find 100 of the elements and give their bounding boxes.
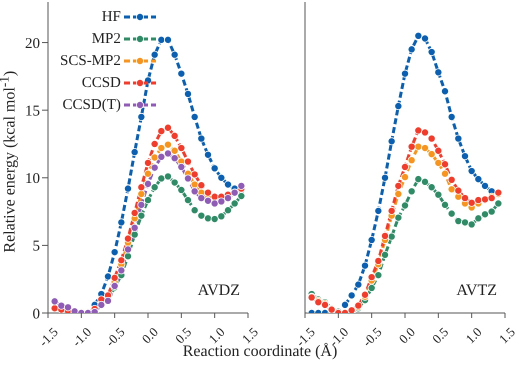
point (421, 34, 429, 43)
point (210, 215, 219, 224)
point (368, 284, 376, 292)
point (468, 167, 476, 176)
point (230, 199, 239, 208)
point (388, 206, 396, 215)
x-tick-label: 0.5 (429, 324, 452, 346)
point (150, 50, 159, 59)
point (190, 112, 199, 121)
y-tick-label: 0 (32, 306, 40, 322)
point (414, 32, 422, 40)
point (428, 48, 436, 56)
point (124, 245, 132, 254)
point (117, 266, 126, 274)
y-tick-label: 10 (25, 171, 40, 188)
point (184, 90, 192, 98)
point (401, 70, 409, 78)
point (224, 206, 232, 214)
point (448, 185, 456, 194)
point (401, 162, 409, 171)
point (144, 196, 152, 204)
point (204, 150, 212, 159)
point (441, 200, 449, 209)
point (354, 280, 362, 289)
point (428, 150, 436, 158)
point (137, 200, 146, 209)
point (170, 178, 179, 187)
point (124, 184, 132, 193)
point (177, 162, 186, 171)
point (137, 212, 146, 220)
x-tick-label: 1.5 (496, 324, 518, 346)
point (448, 176, 456, 184)
point (414, 126, 422, 134)
point (368, 236, 376, 244)
point (184, 174, 192, 182)
point (428, 183, 436, 192)
point (197, 212, 206, 220)
annotation: AVTZ (456, 282, 497, 300)
point (50, 297, 59, 306)
y-tick-label: 20 (25, 36, 40, 52)
point (461, 194, 469, 202)
point (394, 190, 402, 198)
point (57, 302, 66, 310)
point (164, 149, 172, 158)
point (190, 187, 199, 196)
point (204, 188, 212, 197)
point (177, 70, 186, 78)
point (474, 214, 482, 222)
point (341, 300, 349, 309)
x-tick-label: -0.5 (359, 324, 385, 350)
point (454, 217, 462, 226)
point (388, 137, 396, 146)
point (170, 50, 179, 59)
point (177, 186, 186, 194)
point (421, 144, 429, 152)
x-tick-label: 1.0 (462, 324, 485, 346)
point (434, 158, 442, 167)
point (421, 178, 429, 186)
point (381, 232, 389, 240)
point (104, 272, 112, 280)
x-tick-label: 0.0 (138, 324, 161, 346)
point (144, 180, 152, 188)
point (381, 174, 389, 182)
x-tick-label: 0.0 (396, 324, 418, 346)
point (137, 190, 146, 198)
point (117, 256, 126, 264)
point (204, 214, 212, 222)
point (157, 127, 166, 136)
point (184, 158, 192, 166)
legend-label: CCSD(T) (62, 96, 121, 114)
point (428, 134, 436, 143)
legend-label: CCSD (82, 74, 121, 92)
x-tick-label: -1.0 (69, 324, 94, 350)
point (381, 250, 389, 259)
point (157, 174, 166, 182)
point (124, 234, 132, 243)
point (441, 87, 449, 96)
point (190, 206, 199, 214)
point (401, 173, 409, 182)
point (368, 273, 376, 282)
point (197, 181, 206, 190)
annotation: AVDZ (198, 282, 240, 300)
point (177, 144, 186, 152)
point (150, 164, 159, 172)
point (110, 248, 119, 256)
point (361, 262, 369, 270)
point (348, 291, 356, 300)
point (388, 232, 396, 241)
point (394, 102, 402, 110)
point (170, 132, 179, 140)
point (374, 206, 382, 215)
point (408, 142, 416, 151)
point (150, 154, 159, 162)
point (441, 170, 449, 178)
point (237, 192, 246, 200)
point (124, 252, 132, 260)
point (448, 112, 456, 121)
point (64, 303, 72, 312)
point (408, 45, 416, 54)
x-tick-label: -1.5 (36, 324, 61, 350)
